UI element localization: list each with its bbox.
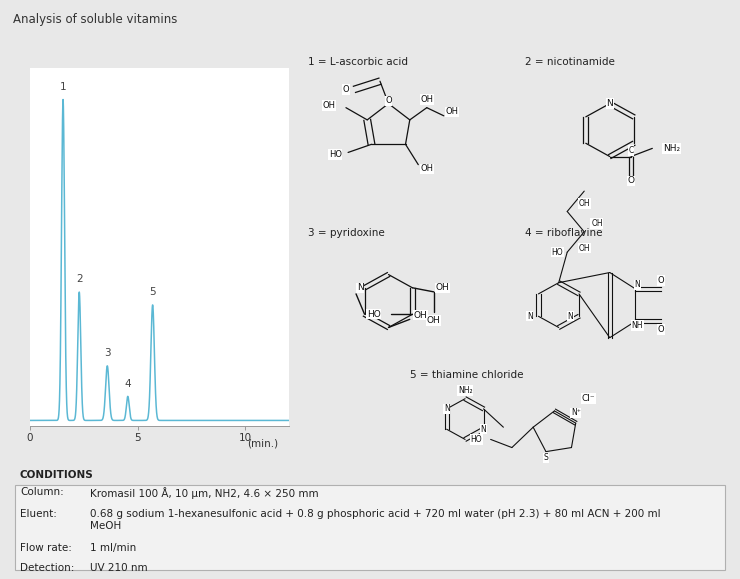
Text: Detection:: Detection:	[21, 563, 75, 573]
Text: S: S	[544, 453, 548, 462]
Text: OH: OH	[420, 164, 434, 173]
Text: NH₂: NH₂	[458, 386, 472, 395]
Text: O: O	[658, 276, 664, 285]
Text: O: O	[658, 325, 664, 334]
Text: OH: OH	[579, 244, 590, 252]
Text: HO: HO	[551, 248, 563, 256]
Text: NH: NH	[632, 321, 643, 330]
Text: Flow rate:: Flow rate:	[21, 543, 73, 554]
Text: 5: 5	[149, 287, 156, 297]
Text: HO: HO	[471, 435, 482, 444]
Text: OH: OH	[420, 95, 434, 104]
FancyBboxPatch shape	[15, 485, 725, 570]
Text: 1: 1	[60, 82, 67, 92]
Text: N⁺: N⁺	[571, 408, 581, 417]
Text: N: N	[634, 280, 640, 290]
Text: 4: 4	[124, 379, 131, 389]
Text: OH: OH	[323, 101, 335, 110]
Text: Cl⁻: Cl⁻	[582, 394, 595, 403]
Text: OH: OH	[414, 311, 427, 320]
Text: Eluent:: Eluent:	[21, 510, 58, 519]
Text: 1 = L-ascorbic acid: 1 = L-ascorbic acid	[308, 57, 408, 67]
Text: N: N	[444, 404, 449, 413]
Text: 3: 3	[104, 348, 110, 358]
Text: O: O	[386, 96, 391, 105]
Text: 0.68 g sodium 1-hexanesulfonic acid + 0.8 g phosphoric acid + 720 ml water (pH 2: 0.68 g sodium 1-hexanesulfonic acid + 0.…	[90, 510, 660, 531]
Text: O: O	[628, 177, 634, 185]
Text: N: N	[527, 312, 533, 321]
Text: O: O	[343, 85, 349, 94]
Text: HO: HO	[367, 310, 380, 319]
Text: OH: OH	[579, 199, 590, 208]
Text: C: C	[628, 146, 633, 155]
Text: N: N	[481, 425, 486, 434]
Text: OH: OH	[435, 283, 449, 292]
Text: NH₂: NH₂	[663, 144, 680, 153]
Text: (min.): (min.)	[246, 438, 278, 448]
Text: CONDITIONS: CONDITIONS	[19, 470, 92, 480]
Text: UV 210 nm: UV 210 nm	[90, 563, 147, 573]
Text: OH: OH	[591, 219, 603, 228]
Text: 5 = thiamine chloride: 5 = thiamine chloride	[410, 370, 523, 380]
Text: Analysis of soluble vitamins: Analysis of soluble vitamins	[13, 13, 178, 26]
Text: 3 = pyridoxine: 3 = pyridoxine	[308, 228, 384, 238]
Text: N: N	[606, 99, 613, 108]
Text: 4 = riboflavine: 4 = riboflavine	[525, 228, 602, 238]
Text: N: N	[568, 312, 574, 321]
Text: OH: OH	[427, 316, 440, 325]
Text: N: N	[357, 283, 363, 292]
Text: Column:: Column:	[21, 487, 64, 497]
Text: HO: HO	[329, 150, 342, 159]
Text: 2 = nicotinamide: 2 = nicotinamide	[525, 57, 614, 67]
Text: 1 ml/min: 1 ml/min	[90, 543, 136, 554]
Text: Kromasil 100 Å, 10 μm, NH2, 4.6 × 250 mm: Kromasil 100 Å, 10 μm, NH2, 4.6 × 250 mm	[90, 487, 318, 499]
Text: OH: OH	[445, 107, 459, 116]
Text: 2: 2	[76, 274, 83, 284]
